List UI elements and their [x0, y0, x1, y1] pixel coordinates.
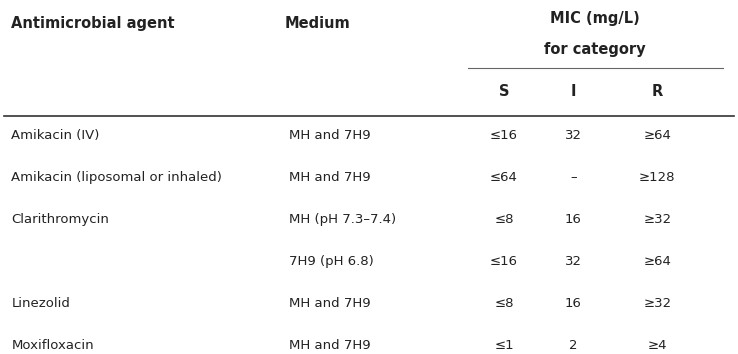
Text: Linezolid: Linezolid: [12, 297, 70, 310]
Text: 16: 16: [565, 213, 582, 226]
Text: ≤8: ≤8: [494, 213, 514, 226]
Text: –: –: [570, 171, 576, 184]
Text: ≤16: ≤16: [490, 130, 518, 142]
Text: 16: 16: [565, 297, 582, 310]
Text: ≥4: ≥4: [647, 339, 667, 352]
Text: ≥32: ≥32: [643, 213, 672, 226]
Text: 7H9 (pH 6.8): 7H9 (pH 6.8): [289, 255, 373, 268]
Text: Antimicrobial agent: Antimicrobial agent: [12, 17, 175, 32]
Text: 32: 32: [565, 130, 582, 142]
Text: ≥64: ≥64: [644, 255, 671, 268]
Text: Amikacin (IV): Amikacin (IV): [12, 130, 100, 142]
Text: R: R: [652, 85, 663, 99]
Text: MH and 7H9: MH and 7H9: [289, 339, 370, 352]
Text: 2: 2: [569, 339, 578, 352]
Text: Moxifloxacin: Moxifloxacin: [12, 339, 94, 352]
Text: Amikacin (liposomal or inhaled): Amikacin (liposomal or inhaled): [12, 171, 222, 184]
Text: ≤16: ≤16: [490, 255, 518, 268]
Text: MH and 7H9: MH and 7H9: [289, 297, 370, 310]
Text: MH and 7H9: MH and 7H9: [289, 130, 370, 142]
Text: Medium: Medium: [285, 17, 351, 32]
Text: Clarithromycin: Clarithromycin: [12, 213, 109, 226]
Text: MIC (mg/L): MIC (mg/L): [551, 11, 640, 26]
Text: I: I: [570, 85, 576, 99]
Text: ≥64: ≥64: [644, 130, 671, 142]
Text: ≤1: ≤1: [494, 339, 514, 352]
Text: 32: 32: [565, 255, 582, 268]
Text: ≥32: ≥32: [643, 297, 672, 310]
Text: for category: for category: [545, 42, 646, 57]
Text: ≤8: ≤8: [494, 297, 514, 310]
Text: MH (pH 7.3–7.4): MH (pH 7.3–7.4): [289, 213, 396, 226]
Text: ≥128: ≥128: [639, 171, 675, 184]
Text: ≤64: ≤64: [490, 171, 518, 184]
Text: S: S: [499, 85, 509, 99]
Text: MH and 7H9: MH and 7H9: [289, 171, 370, 184]
